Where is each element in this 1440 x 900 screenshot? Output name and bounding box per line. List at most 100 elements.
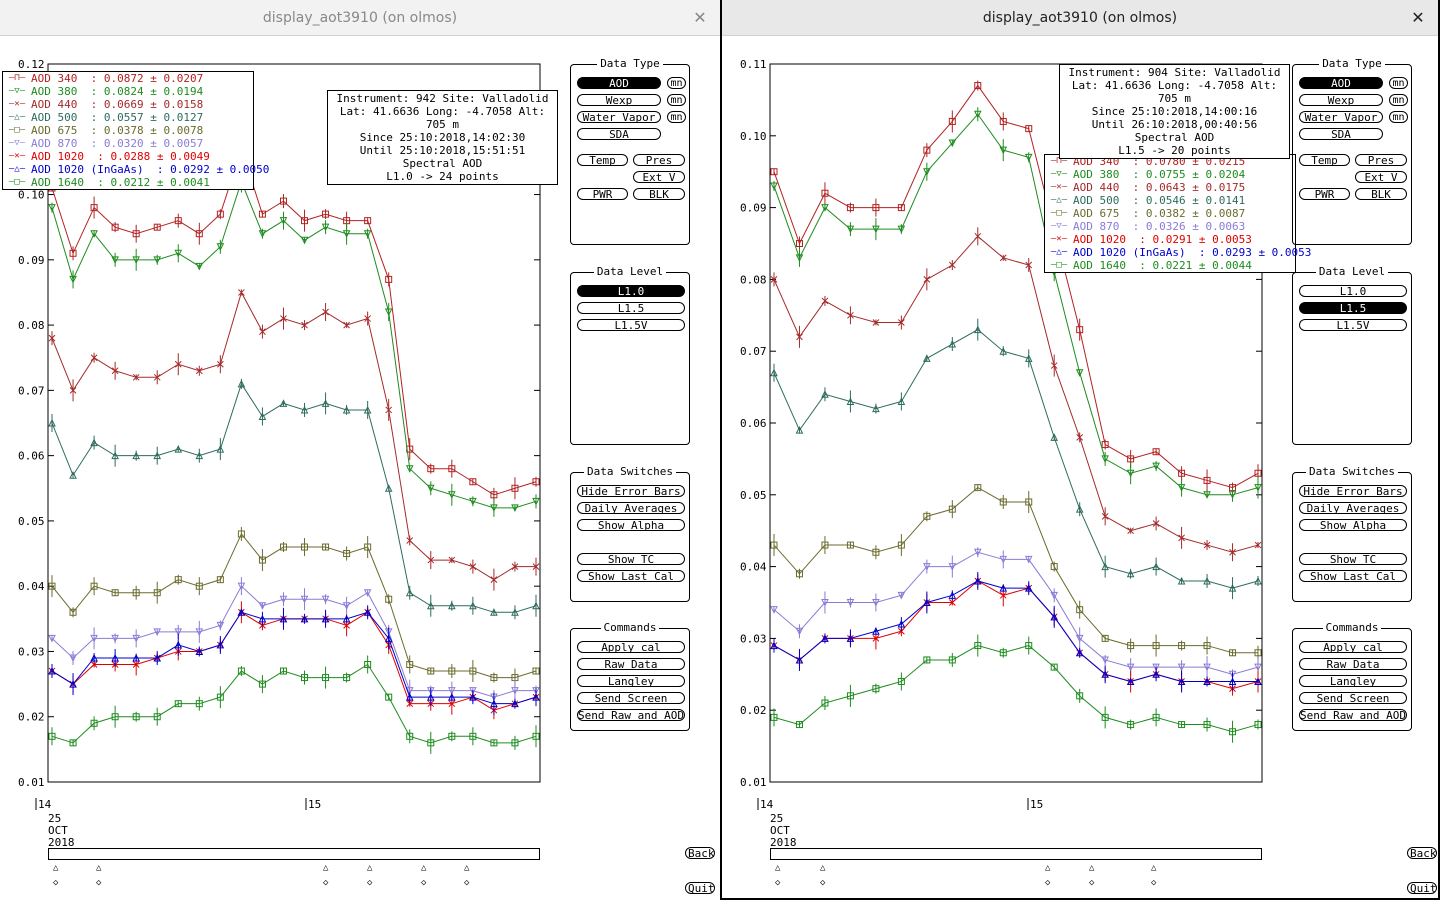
- data-level-l15v[interactable]: L1.5V: [577, 319, 685, 332]
- water-vapor-button[interactable]: Water Vapor: [577, 111, 661, 124]
- temp-button[interactable]: Temp: [1299, 154, 1350, 167]
- marker-triangle-icon[interactable]: △: [323, 863, 329, 873]
- daily-averages-button[interactable]: Daily Averages: [577, 502, 685, 515]
- close-icon[interactable]: ✕: [693, 8, 707, 27]
- back-button[interactable]: Back: [685, 847, 715, 859]
- time-scrollbar[interactable]: [48, 848, 540, 860]
- aod-button[interactable]: AOD: [1299, 77, 1383, 90]
- window-titlebar[interactable]: display_aot3910 (on olmos) ✕: [0, 0, 720, 36]
- marker-diamond-icon[interactable]: ◇: [775, 878, 781, 888]
- back-button[interactable]: Back: [1407, 847, 1437, 859]
- close-icon[interactable]: ✕: [1411, 8, 1425, 27]
- marker-diamond-icon[interactable]: ◇: [96, 878, 102, 888]
- data-point: [448, 556, 456, 564]
- sda-button[interactable]: SDA: [1299, 128, 1383, 141]
- wexp-button[interactable]: Wexp: [577, 94, 661, 107]
- marker-triangle-icon[interactable]: △: [1089, 863, 1095, 873]
- data-point: [343, 674, 351, 682]
- apply-cal-button[interactable]: Apply cal: [1299, 641, 1407, 654]
- data-level-l15v[interactable]: L1.5V: [1299, 319, 1407, 332]
- wexp-button[interactable]: Wexp: [1299, 94, 1383, 107]
- raw-data-button[interactable]: Raw Data: [577, 658, 685, 671]
- hide-error-bars-button[interactable]: Hide Error Bars: [577, 485, 685, 498]
- data-point: [1152, 448, 1160, 456]
- data-level-l10[interactable]: L1.0: [1299, 285, 1407, 298]
- langley-button[interactable]: Langley: [1299, 675, 1407, 688]
- marker-triangle-icon[interactable]: △: [820, 863, 826, 873]
- marker-diamond-icon[interactable]: ◇: [820, 878, 826, 888]
- data-level-l15[interactable]: L1.5: [577, 302, 685, 315]
- marker-triangle-icon[interactable]: △: [421, 863, 427, 873]
- mn-button[interactable]: mn: [1389, 77, 1408, 89]
- legend-entry: —✕— AOD 1020 : 0.0288 ± 0.0049: [5, 150, 251, 163]
- marker-diamond-icon[interactable]: ◇: [323, 878, 329, 888]
- blk-button[interactable]: BLK: [1355, 188, 1407, 201]
- aod-button[interactable]: AOD: [577, 77, 661, 90]
- marker-diamond-icon[interactable]: ◇: [421, 878, 427, 888]
- data-point: [90, 354, 98, 362]
- marker-triangle-icon[interactable]: △: [464, 863, 470, 873]
- send-screen-button[interactable]: Send Screen: [577, 692, 685, 705]
- quit-button[interactable]: Quit: [1407, 882, 1437, 894]
- window-titlebar[interactable]: display_aot3910 (on olmos) ✕: [722, 0, 1438, 36]
- time-scrollbar[interactable]: [770, 848, 1262, 860]
- marker-diamond-icon[interactable]: ◇: [464, 878, 470, 888]
- raw-data-button[interactable]: Raw Data: [1299, 658, 1407, 671]
- pres-button[interactable]: Pres: [1355, 154, 1407, 167]
- marker-diamond-icon[interactable]: ◇: [1151, 878, 1157, 888]
- data-point: [301, 321, 308, 329]
- sda-button[interactable]: SDA: [577, 128, 661, 141]
- marker-diamond-icon[interactable]: ◇: [367, 878, 373, 888]
- mn-button[interactable]: mn: [667, 94, 686, 106]
- data-level-l10[interactable]: L1.0: [577, 285, 685, 298]
- panel-title: Data Type: [1319, 57, 1385, 70]
- pwr-button[interactable]: PWR: [1299, 188, 1350, 201]
- data-point: [48, 666, 56, 675]
- marker-diamond-icon[interactable]: ◇: [1089, 878, 1095, 888]
- data-point: [111, 256, 119, 264]
- mn-button[interactable]: mn: [1389, 94, 1408, 106]
- data-point: [69, 608, 77, 616]
- send-raw-and-aod-button[interactable]: Send Raw and AOD: [1299, 709, 1407, 722]
- ext-v-button[interactable]: Ext V: [1355, 171, 1407, 184]
- water-vapor-button[interactable]: Water Vapor: [1299, 111, 1383, 124]
- marker-triangle-icon[interactable]: △: [1151, 863, 1157, 873]
- marker-diamond-icon[interactable]: ◇: [1045, 878, 1051, 888]
- marker-triangle-icon[interactable]: △: [96, 863, 102, 873]
- mn-button[interactable]: mn: [667, 77, 686, 89]
- ext-v-button[interactable]: Ext V: [633, 171, 685, 184]
- x-tick-label: 14: [38, 798, 52, 811]
- send-raw-and-aod-button[interactable]: Send Raw and AOD: [577, 709, 685, 722]
- marker-triangle-icon[interactable]: △: [367, 863, 373, 873]
- marker-triangle-icon[interactable]: △: [53, 863, 59, 873]
- data-point: [364, 543, 372, 551]
- show-last-cal-button[interactable]: Show Last Cal: [577, 570, 685, 583]
- mn-button[interactable]: mn: [1389, 111, 1408, 123]
- show-tc-button[interactable]: Show TC: [577, 553, 685, 566]
- data-point: [342, 230, 351, 238]
- blk-button[interactable]: BLK: [633, 188, 685, 201]
- show-alpha-button[interactable]: Show Alpha: [1299, 519, 1407, 532]
- hide-error-bars-button[interactable]: Hide Error Bars: [1299, 485, 1407, 498]
- apply-cal-button[interactable]: Apply cal: [577, 641, 685, 654]
- marker-triangle-icon[interactable]: △: [775, 863, 781, 873]
- pres-button[interactable]: Pres: [633, 154, 685, 167]
- send-screen-button[interactable]: Send Screen: [1299, 692, 1407, 705]
- show-tc-button[interactable]: Show TC: [1299, 553, 1407, 566]
- pwr-button[interactable]: PWR: [577, 188, 628, 201]
- show-last-cal-button[interactable]: Show Last Cal: [1299, 570, 1407, 583]
- langley-button[interactable]: Langley: [577, 675, 685, 688]
- data-level-l15[interactable]: L1.5: [1299, 302, 1407, 315]
- marker-triangle-icon[interactable]: △: [1045, 863, 1051, 873]
- data-point: [1254, 649, 1262, 657]
- quit-button[interactable]: Quit: [685, 882, 715, 894]
- data-point: [363, 589, 372, 597]
- y-tick-label: 0.07: [740, 345, 767, 358]
- instrument-info: Instrument: 904 Site: Valladolid Lat: 41.…: [1059, 64, 1290, 159]
- temp-button[interactable]: Temp: [577, 154, 628, 167]
- show-alpha-button[interactable]: Show Alpha: [577, 519, 685, 532]
- marker-diamond-icon[interactable]: ◇: [53, 878, 59, 888]
- daily-averages-button[interactable]: Daily Averages: [1299, 502, 1407, 515]
- mn-button[interactable]: mn: [667, 111, 686, 123]
- legend-label: AOD 675: [31, 124, 78, 137]
